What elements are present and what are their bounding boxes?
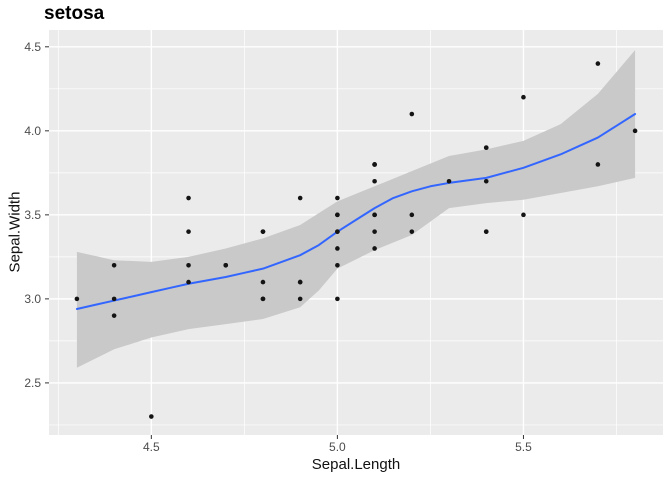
x-axis-title: Sepal.Length bbox=[311, 456, 401, 473]
data-point bbox=[335, 229, 340, 234]
data-point bbox=[260, 296, 266, 302]
data-point bbox=[186, 279, 191, 285]
data-point bbox=[595, 61, 601, 66]
data-point bbox=[335, 246, 340, 251]
data-point bbox=[297, 296, 303, 302]
data-point bbox=[335, 262, 340, 268]
data-point bbox=[260, 279, 266, 285]
data-point bbox=[335, 212, 340, 218]
data-point bbox=[483, 178, 489, 184]
smooth-line bbox=[75, 113, 637, 310]
data-point bbox=[372, 162, 377, 167]
data-point bbox=[372, 178, 377, 184]
data-point bbox=[372, 212, 377, 218]
data-point bbox=[521, 94, 526, 100]
data-point bbox=[111, 313, 117, 318]
data-point bbox=[409, 111, 415, 117]
data-point bbox=[632, 128, 638, 134]
y-axis-title: Sepal.Width bbox=[6, 191, 24, 273]
data-point bbox=[149, 414, 154, 419]
x-tick-label: 5.5 bbox=[515, 440, 532, 454]
x-tick-label: 4.5 bbox=[143, 440, 160, 454]
data-point bbox=[335, 195, 340, 201]
data-point bbox=[409, 212, 415, 218]
data-point bbox=[335, 296, 340, 302]
data-point bbox=[111, 296, 117, 302]
data-point bbox=[111, 262, 117, 268]
data-point bbox=[223, 262, 229, 268]
data-point bbox=[483, 229, 489, 234]
data-point bbox=[409, 229, 415, 234]
x-tick-label: 5.0 bbox=[329, 440, 346, 454]
y-tick-label: 4.0 bbox=[24, 124, 41, 138]
data-point bbox=[297, 195, 303, 201]
y-tick-label: 2.5 bbox=[24, 376, 41, 390]
data-point bbox=[595, 162, 601, 167]
data-point bbox=[446, 178, 452, 184]
data-point bbox=[186, 229, 191, 234]
data-point bbox=[372, 246, 377, 251]
data-point bbox=[74, 296, 80, 302]
y-tick-label: 3.5 bbox=[24, 208, 41, 222]
y-tick-label: 4.5 bbox=[24, 40, 41, 54]
data-point bbox=[521, 212, 526, 218]
data-point bbox=[372, 229, 377, 234]
y-tick-label: 3.0 bbox=[24, 292, 41, 306]
data-point bbox=[186, 262, 191, 268]
data-point bbox=[297, 279, 303, 285]
data-point bbox=[186, 195, 191, 201]
data-point bbox=[483, 145, 489, 150]
data-point bbox=[260, 229, 266, 234]
confidence-ribbon bbox=[76, 50, 636, 368]
plot-title: setosa bbox=[44, 3, 105, 24]
